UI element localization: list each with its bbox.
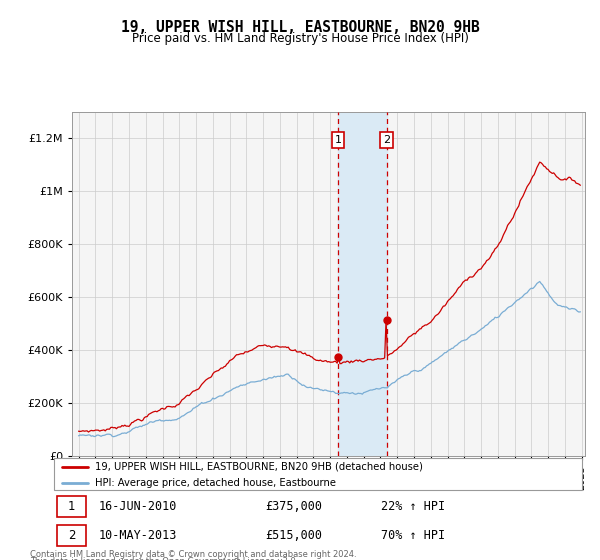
Text: 22% ↑ HPI: 22% ↑ HPI (382, 500, 445, 513)
Bar (338, 112, 386, 456)
Text: 2: 2 (68, 529, 75, 542)
Text: 1: 1 (68, 500, 75, 513)
FancyBboxPatch shape (56, 525, 86, 546)
Text: 2: 2 (383, 135, 390, 145)
Text: 19, UPPER WISH HILL, EASTBOURNE, BN20 9HB (detached house): 19, UPPER WISH HILL, EASTBOURNE, BN20 9H… (95, 461, 423, 472)
FancyBboxPatch shape (54, 458, 582, 490)
Text: HPI: Average price, detached house, Eastbourne: HPI: Average price, detached house, East… (95, 478, 336, 488)
Text: 1: 1 (334, 135, 341, 145)
Text: £375,000: £375,000 (265, 500, 322, 513)
Text: 16-JUN-2010: 16-JUN-2010 (99, 500, 177, 513)
Text: 19, UPPER WISH HILL, EASTBOURNE, BN20 9HB: 19, UPPER WISH HILL, EASTBOURNE, BN20 9H… (121, 20, 479, 35)
Text: £515,000: £515,000 (265, 529, 322, 542)
Text: This data is licensed under the Open Government Licence v3.0.: This data is licensed under the Open Gov… (30, 557, 298, 560)
FancyBboxPatch shape (56, 496, 86, 517)
Text: 10-MAY-2013: 10-MAY-2013 (99, 529, 177, 542)
Text: 70% ↑ HPI: 70% ↑ HPI (382, 529, 445, 542)
Text: Price paid vs. HM Land Registry's House Price Index (HPI): Price paid vs. HM Land Registry's House … (131, 32, 469, 45)
Text: Contains HM Land Registry data © Crown copyright and database right 2024.: Contains HM Land Registry data © Crown c… (30, 550, 356, 559)
